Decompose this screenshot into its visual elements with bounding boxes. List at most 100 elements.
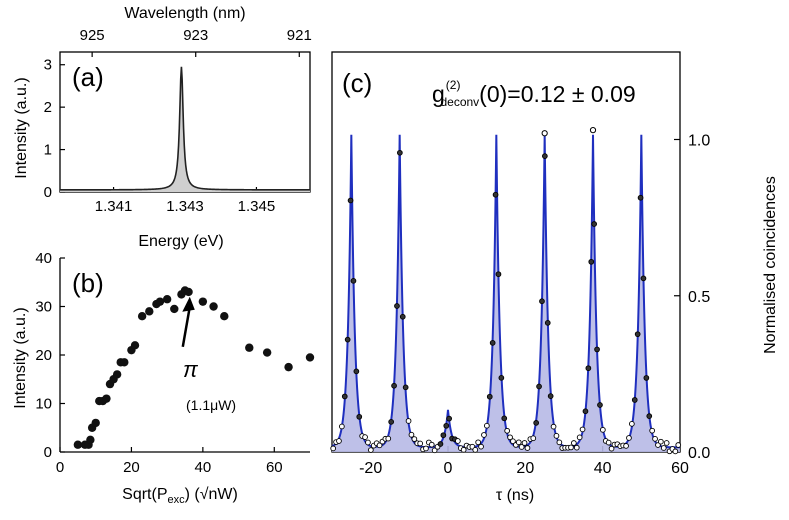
panel-b-y-tick-label: 10 bbox=[35, 396, 52, 413]
measured-point bbox=[658, 438, 664, 445]
panel-c-x-tick-label: 40 bbox=[594, 460, 612, 477]
measured-point bbox=[368, 447, 374, 453]
measured-point bbox=[376, 442, 383, 449]
measured-point bbox=[330, 445, 337, 452]
panel-b-label: (b) bbox=[72, 268, 104, 298]
panel-a-y-tick-label: 2 bbox=[44, 99, 52, 116]
pi-arrow-shaft bbox=[181, 306, 192, 348]
data-point bbox=[220, 312, 229, 321]
data-point bbox=[102, 394, 111, 403]
measured-point bbox=[579, 426, 586, 433]
measured-point bbox=[544, 320, 551, 326]
data-point bbox=[284, 362, 293, 372]
data-point bbox=[198, 297, 208, 306]
g2-annotation: g(2) deconv(0)=0.12 ± 0.09 bbox=[432, 78, 636, 109]
measured-point bbox=[663, 440, 670, 446]
measured-point bbox=[428, 441, 435, 448]
data-point bbox=[170, 304, 179, 314]
measured-point bbox=[492, 191, 499, 198]
measured-point bbox=[623, 443, 629, 449]
panel-a-top-tick-label: 925 bbox=[80, 27, 105, 44]
measured-point bbox=[478, 443, 484, 450]
data-point bbox=[155, 297, 165, 306]
measured-point bbox=[472, 447, 479, 453]
measured-point bbox=[353, 368, 360, 375]
measured-point bbox=[634, 331, 641, 338]
measured-point bbox=[594, 346, 600, 353]
measured-point bbox=[585, 365, 592, 372]
measured-point bbox=[649, 427, 656, 434]
measured-point bbox=[640, 275, 647, 282]
panel-b-pi-annotation: π bbox=[183, 357, 199, 382]
panel-b-x-tick-label: 60 bbox=[266, 459, 283, 476]
panel-c-y-axis-label: Normalised coincidences bbox=[762, 176, 779, 354]
data-point bbox=[86, 435, 95, 445]
measured-point bbox=[597, 402, 603, 408]
data-point bbox=[209, 302, 218, 311]
data-point bbox=[137, 312, 147, 321]
measured-point bbox=[341, 393, 348, 400]
panel-b-x-tick-label: 40 bbox=[195, 459, 212, 476]
panel-a-x-axis-label: Energy (eV) bbox=[138, 233, 223, 250]
measured-point bbox=[431, 447, 438, 454]
measured-point bbox=[362, 434, 368, 440]
coincidence-fit-line bbox=[331, 134, 680, 449]
measured-point bbox=[536, 383, 542, 390]
measured-point bbox=[498, 374, 505, 381]
measured-point bbox=[347, 197, 354, 204]
panel-a-top-axis-label: Wavelength (nm) bbox=[124, 5, 245, 22]
data-point bbox=[162, 295, 172, 304]
measured-point bbox=[423, 445, 429, 452]
measured-point bbox=[507, 434, 513, 441]
measured-point bbox=[652, 435, 658, 442]
measured-point bbox=[365, 439, 371, 446]
measured-point bbox=[408, 431, 415, 438]
measured-point bbox=[605, 439, 612, 446]
measured-point bbox=[475, 439, 482, 446]
measured-point bbox=[637, 194, 644, 201]
panel-a-y-tick-label: 0 bbox=[44, 184, 52, 201]
data-point bbox=[130, 341, 140, 350]
measured-point bbox=[643, 375, 650, 381]
panel-b-y-tick-label: 20 bbox=[35, 347, 52, 364]
panel-c-x-tick-label: 60 bbox=[671, 460, 689, 477]
panel-a-y-tick-label: 1 bbox=[44, 142, 52, 159]
measured-point bbox=[394, 303, 400, 309]
measured-point bbox=[626, 435, 632, 441]
panel-a-top-tick-label: 923 bbox=[183, 27, 208, 44]
panel-b-y-tick-label: 0 bbox=[44, 444, 52, 461]
measured-point bbox=[518, 444, 525, 450]
measured-point bbox=[524, 445, 531, 451]
data-point bbox=[91, 418, 100, 428]
measured-point bbox=[460, 446, 467, 453]
measured-point bbox=[455, 438, 461, 444]
panel-a-label: (a) bbox=[72, 62, 104, 92]
measured-point bbox=[443, 422, 450, 429]
data-point bbox=[112, 370, 122, 379]
measured-point bbox=[411, 436, 418, 442]
panel-a-x-tick-label: 1.341 bbox=[95, 198, 133, 215]
measured-point bbox=[556, 439, 563, 446]
measured-point bbox=[385, 435, 392, 442]
panel-c-y-tick-label: 0.5 bbox=[688, 289, 710, 306]
panel-c-x-tick-label: -20 bbox=[359, 460, 382, 477]
measured-point bbox=[446, 415, 453, 422]
panel-c-x-axis-label: τ (ns) bbox=[496, 487, 534, 504]
measured-point bbox=[336, 438, 342, 444]
measured-point bbox=[356, 413, 363, 420]
panel-c: τ (ns) Normalised coincidences (c) g(2) d… bbox=[330, 51, 779, 504]
measured-point bbox=[631, 397, 638, 403]
measured-point bbox=[399, 313, 406, 320]
measured-point bbox=[608, 445, 615, 452]
data-point bbox=[245, 343, 254, 352]
data-point bbox=[262, 348, 272, 357]
measured-point bbox=[573, 444, 580, 451]
measured-point bbox=[547, 393, 554, 399]
measured-point bbox=[486, 393, 493, 400]
measured-point bbox=[660, 445, 667, 451]
measured-point bbox=[350, 277, 357, 284]
measured-point bbox=[515, 439, 522, 446]
panel-b-x-tick-label: 0 bbox=[56, 459, 64, 476]
measured-point bbox=[646, 413, 653, 420]
data-point bbox=[184, 287, 193, 297]
